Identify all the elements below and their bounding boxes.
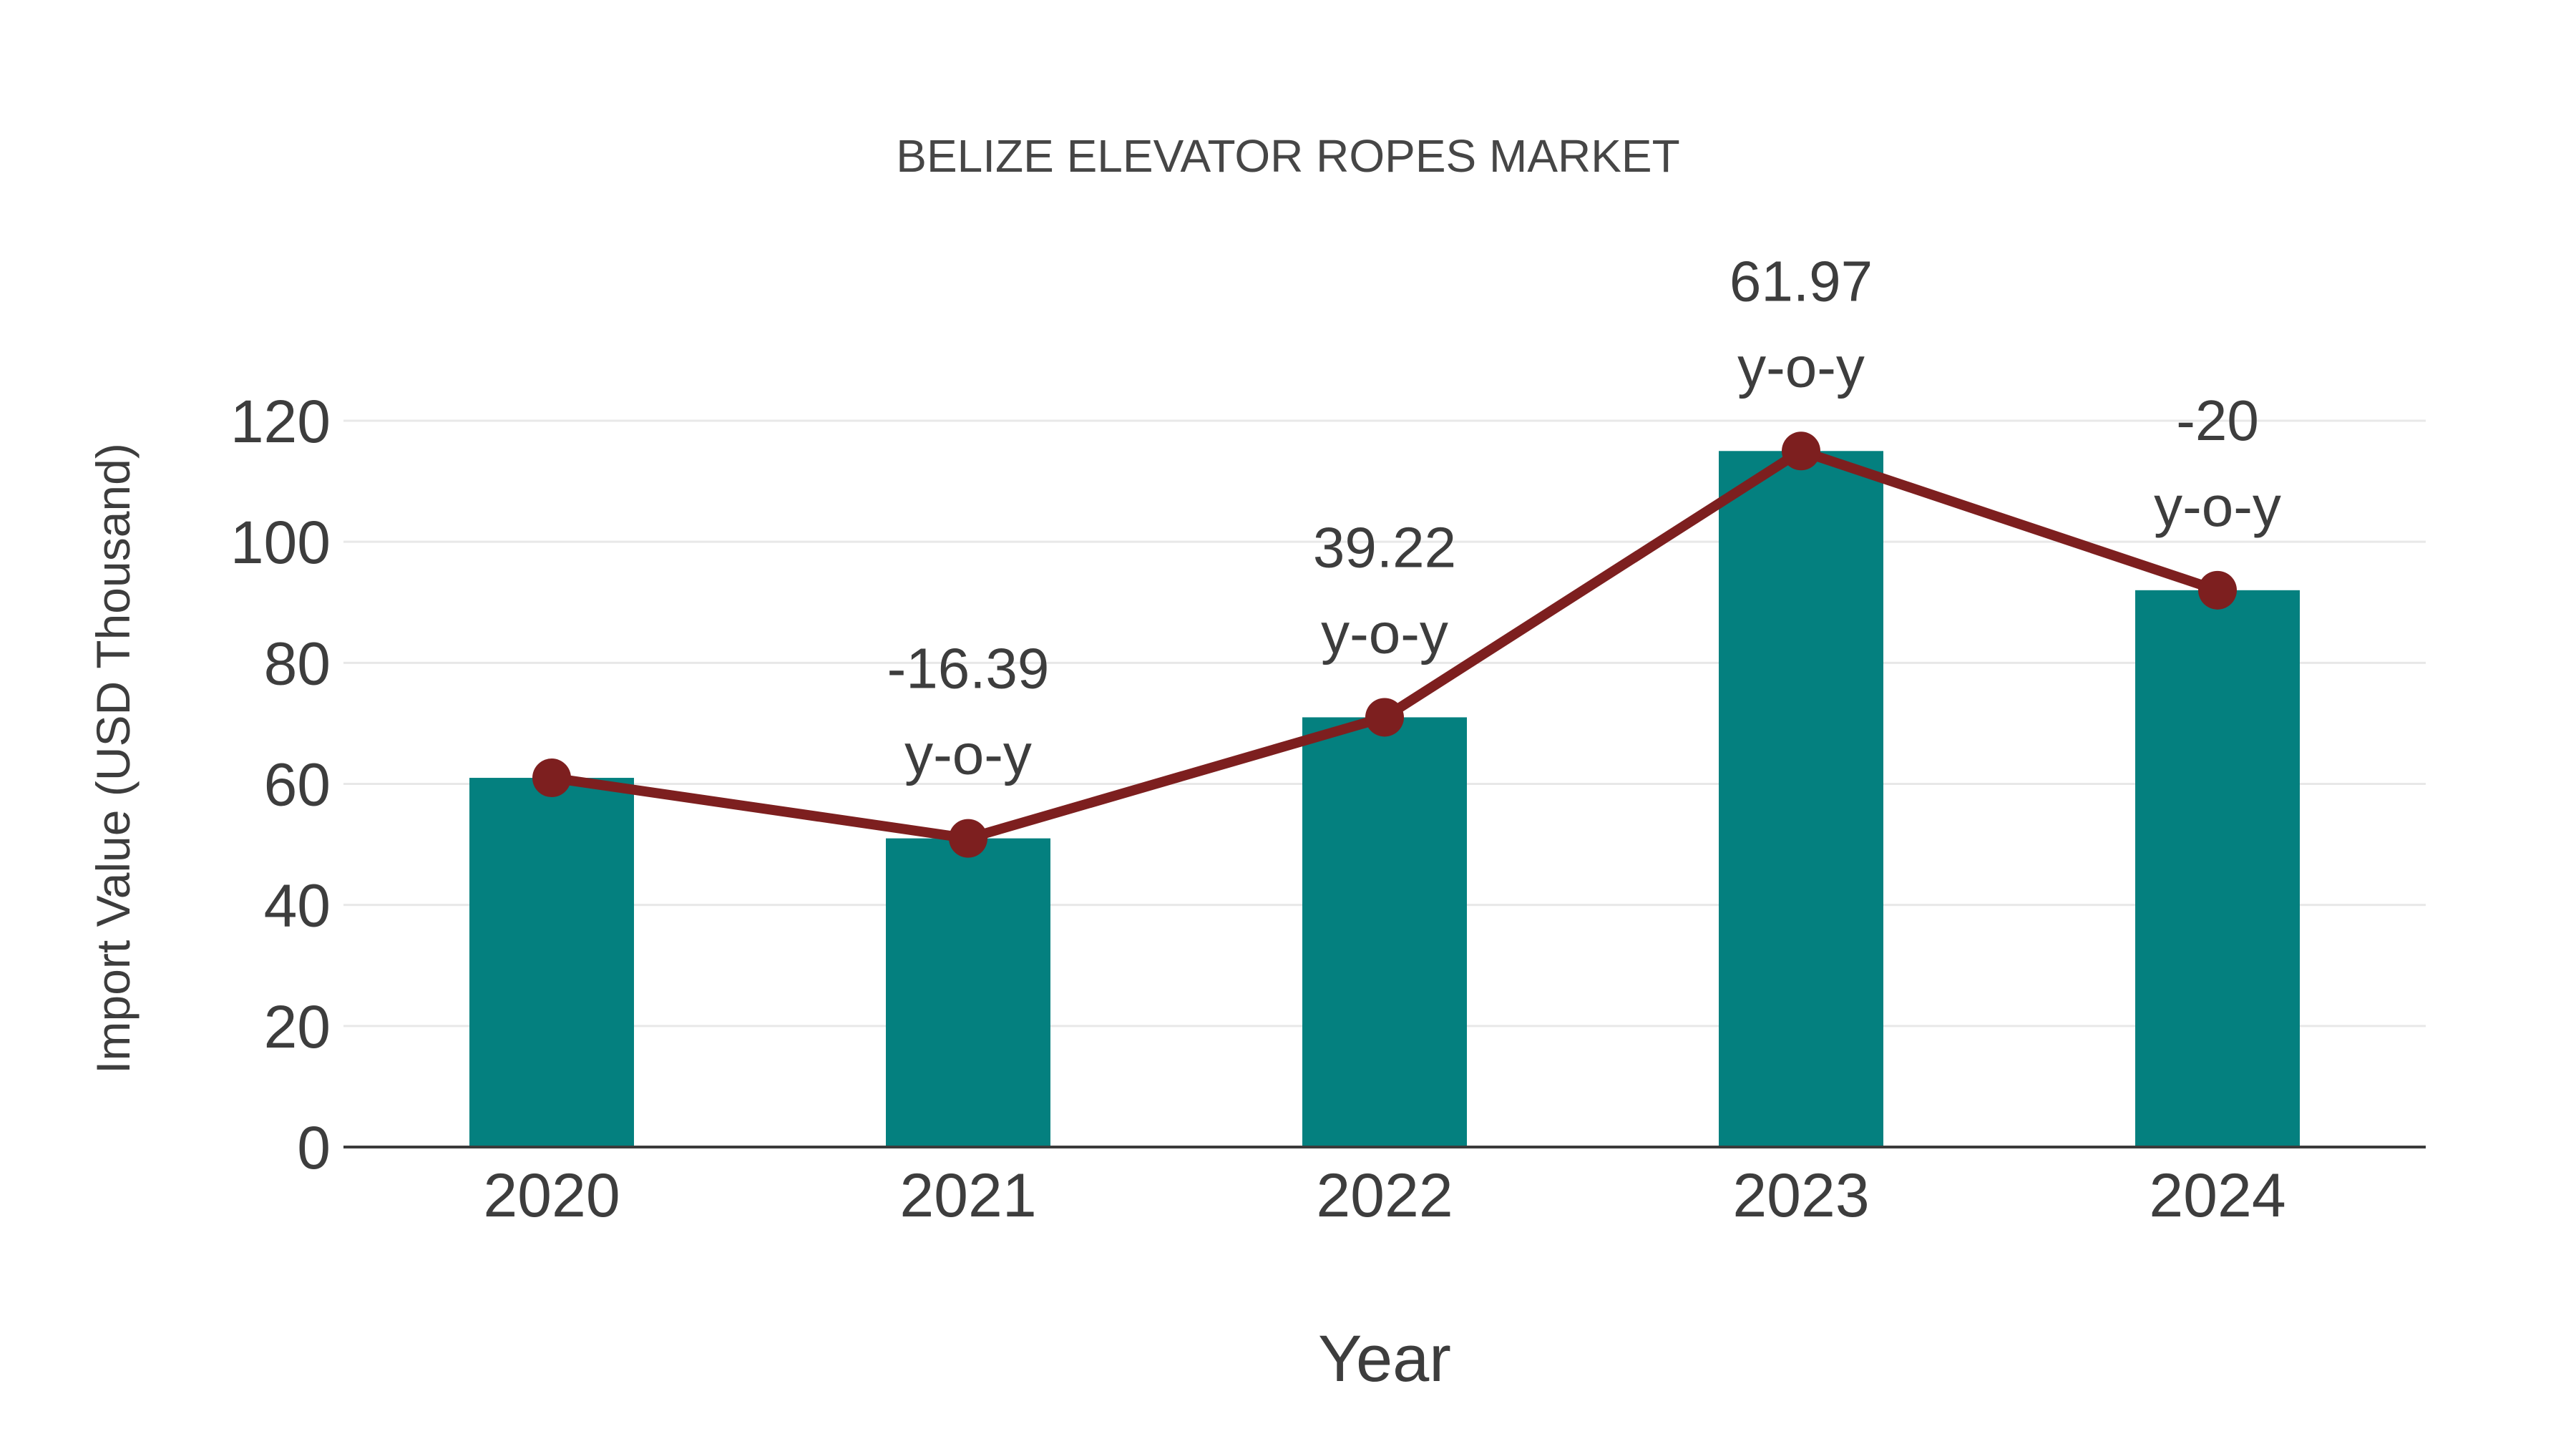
y-tick-label-60: 60	[264, 751, 331, 819]
y-axis-tick-labels: 0 20 40 60 80 100 120	[230, 388, 331, 1181]
y-tick-label-20: 20	[264, 993, 331, 1060]
trend-marker-2024	[2198, 570, 2237, 610]
bars	[469, 451, 2300, 1147]
annotation-value-2023: 61.97	[1729, 249, 1873, 313]
annotation-suffix-2023: y-o-y	[1737, 335, 1865, 399]
annotation-suffix-2022: y-o-y	[1321, 601, 1448, 665]
chart-title: BELIZE ELEVATOR ROPES MARKET	[896, 130, 1679, 182]
y-tick-label-80: 80	[264, 630, 331, 697]
annotation-value-2021: -16.39	[887, 637, 1050, 701]
bar-2021	[886, 838, 1050, 1147]
y-tick-label-100: 100	[230, 509, 331, 576]
annotation-suffix-2024: y-o-y	[2154, 474, 2281, 538]
x-tick-label-2024: 2024	[2149, 1161, 2285, 1230]
bar-2023	[1719, 451, 1883, 1147]
x-tick-label-2021: 2021	[899, 1161, 1036, 1230]
y-axis-label: Import Value (USD Thousand)	[87, 443, 140, 1074]
trend-marker-2023	[1782, 431, 1820, 471]
y-tick-label-40: 40	[264, 872, 331, 940]
bar-2022	[1302, 717, 1467, 1147]
trend-marker-2022	[1365, 698, 1404, 737]
x-tick-label-2020: 2020	[483, 1161, 620, 1230]
x-axis-label: Year	[1318, 1322, 1451, 1395]
y-tick-label-120: 120	[230, 388, 331, 455]
annotation-value-2024: -20	[2176, 389, 2259, 452]
annotation-value-2022: 39.22	[1313, 515, 1456, 579]
trend-marker-2021	[949, 819, 987, 858]
trend-marker-2020	[532, 758, 571, 798]
annotations: -16.39 y-o-y 39.22 y-o-y 61.97 y-o-y -20 y-o-y	[887, 249, 2281, 786]
annotation-suffix-2021: y-o-y	[904, 723, 1032, 786]
x-tick-label-2023: 2023	[1732, 1161, 1869, 1230]
y-tick-label-0: 0	[297, 1114, 331, 1181]
x-axis-tick-labels: 2020 2021 2022 2023 2024	[483, 1161, 2285, 1230]
bar-2020	[469, 778, 634, 1147]
trend-line-group	[532, 431, 2237, 858]
bar-2024	[2135, 590, 2300, 1147]
x-tick-label-2022: 2022	[1316, 1161, 1453, 1230]
